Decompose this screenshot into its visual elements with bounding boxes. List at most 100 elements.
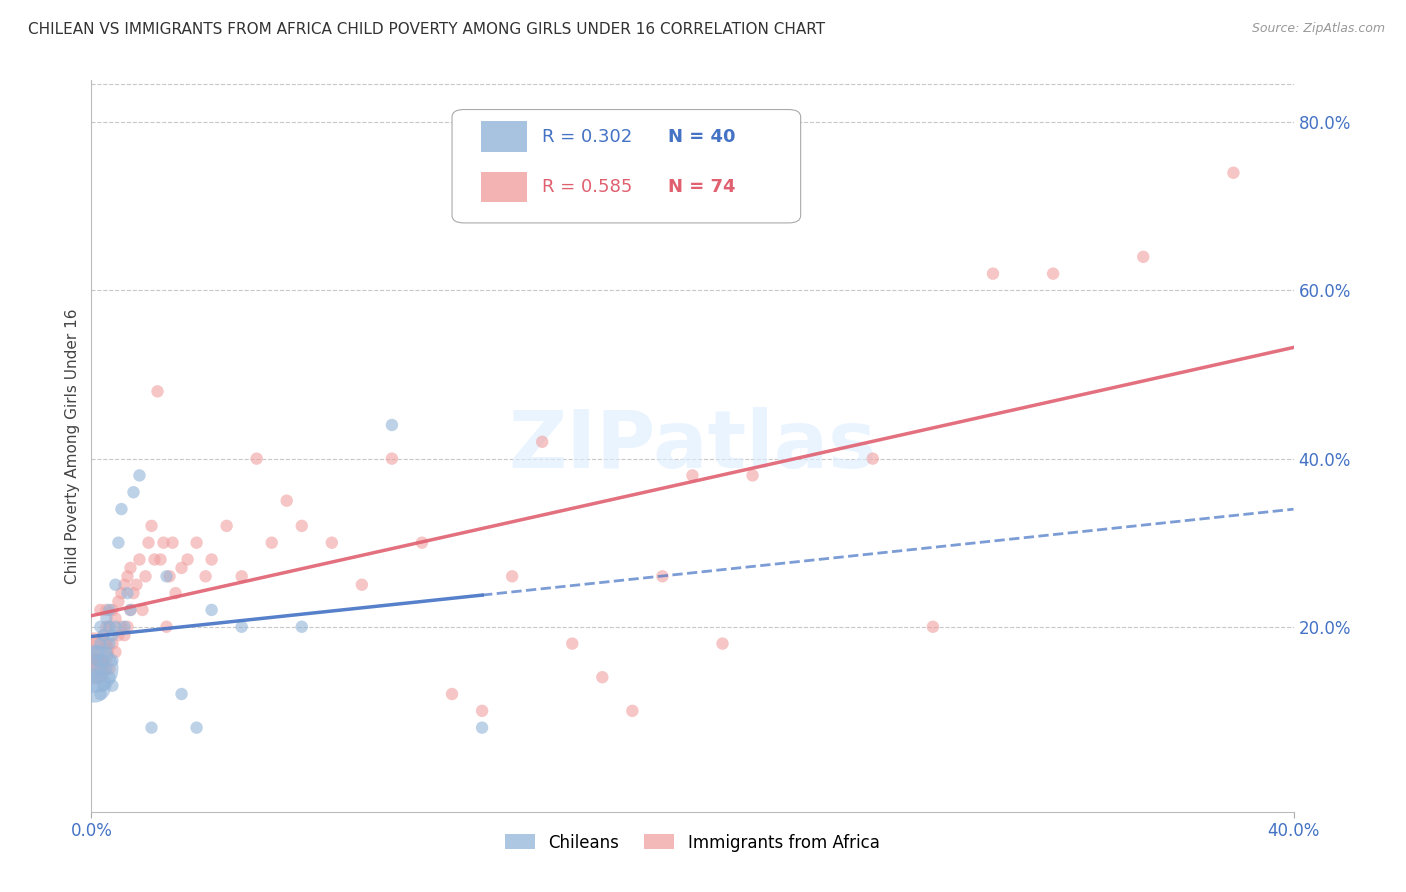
FancyBboxPatch shape: [481, 171, 527, 202]
Point: [138, 535, 160, 549]
Point: [83, 645, 105, 659]
Point: [122, 586, 145, 600]
Point: [101, 679, 124, 693]
Point: [96, 645, 118, 659]
Point: [125, 578, 148, 592]
Point: [89, 670, 111, 684]
Point: [741, 468, 763, 483]
Point: [141, 721, 163, 735]
Point: [93, 653, 115, 667]
Text: N = 40: N = 40: [668, 128, 735, 145]
Text: CHILEAN VS IMMIGRANTS FROM AFRICA CHILD POVERTY AMONG GIRLS UNDER 16 CORRELATION: CHILEAN VS IMMIGRANTS FROM AFRICA CHILD …: [28, 22, 825, 37]
Point: [561, 636, 583, 650]
Point: [471, 704, 494, 718]
Point: [117, 569, 139, 583]
Point: [231, 569, 253, 583]
Point: [117, 586, 139, 600]
Point: [89, 662, 111, 676]
Point: [89, 687, 111, 701]
Point: [96, 662, 118, 676]
Point: [350, 578, 373, 592]
Point: [110, 586, 132, 600]
Point: [96, 611, 118, 625]
Point: [1222, 166, 1244, 180]
Point: [104, 578, 127, 592]
Point: [201, 552, 224, 566]
Legend: Chileans, Immigrants from Africa: Chileans, Immigrants from Africa: [499, 827, 886, 858]
Point: [114, 578, 136, 592]
Point: [155, 620, 177, 634]
Point: [110, 620, 132, 634]
Point: [117, 620, 139, 634]
Point: [83, 662, 105, 676]
Point: [120, 603, 142, 617]
Y-axis label: Child Poverty Among Girls Under 16: Child Poverty Among Girls Under 16: [65, 309, 80, 583]
Point: [260, 535, 283, 549]
Point: [141, 519, 163, 533]
Point: [93, 628, 115, 642]
FancyBboxPatch shape: [451, 110, 800, 223]
Point: [107, 535, 129, 549]
Point: [98, 636, 121, 650]
Point: [711, 636, 734, 650]
Point: [1042, 267, 1064, 281]
Point: [681, 468, 703, 483]
Point: [86, 670, 108, 684]
Point: [120, 561, 142, 575]
Point: [651, 569, 673, 583]
Point: [96, 636, 118, 650]
Point: [96, 620, 118, 634]
Point: [170, 561, 193, 575]
Point: [93, 679, 115, 693]
Point: [621, 704, 644, 718]
Point: [98, 603, 121, 617]
Point: [186, 721, 208, 735]
Point: [98, 620, 121, 634]
Point: [86, 653, 108, 667]
Point: [411, 535, 433, 549]
Point: [134, 569, 156, 583]
Point: [93, 653, 115, 667]
Point: [114, 628, 136, 642]
Point: [122, 485, 145, 500]
Point: [96, 603, 118, 617]
Point: [104, 611, 127, 625]
Text: ZIPatlas: ZIPatlas: [509, 407, 876, 485]
Point: [440, 687, 463, 701]
Point: [591, 670, 613, 684]
Point: [162, 535, 184, 549]
Text: R = 0.585: R = 0.585: [543, 178, 633, 196]
Point: [922, 620, 945, 634]
Text: N = 74: N = 74: [668, 178, 735, 196]
Point: [98, 662, 121, 676]
Point: [165, 586, 187, 600]
Point: [101, 636, 124, 650]
Point: [98, 620, 121, 634]
Point: [110, 502, 132, 516]
Point: [501, 569, 523, 583]
Point: [86, 636, 108, 650]
Point: [104, 645, 127, 659]
Point: [981, 267, 1004, 281]
Point: [231, 620, 253, 634]
Point: [131, 603, 153, 617]
Point: [276, 493, 298, 508]
Point: [101, 603, 124, 617]
Point: [128, 552, 150, 566]
Point: [101, 653, 124, 667]
Point: [98, 670, 121, 684]
Point: [93, 628, 115, 642]
Point: [143, 552, 166, 566]
Point: [152, 535, 174, 549]
Point: [83, 679, 105, 693]
Point: [291, 519, 314, 533]
Point: [215, 519, 238, 533]
Point: [531, 434, 554, 449]
Point: [101, 628, 124, 642]
Point: [104, 620, 127, 634]
Point: [246, 451, 269, 466]
Point: [321, 535, 343, 549]
Point: [291, 620, 314, 634]
Point: [107, 628, 129, 642]
Point: [186, 535, 208, 549]
